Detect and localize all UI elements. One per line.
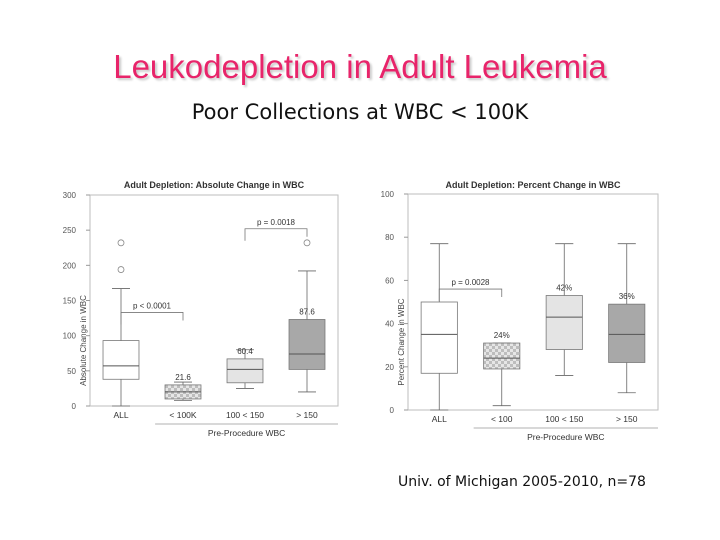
x-tick-label: > 150: [616, 414, 638, 424]
y-tick-label: 250: [63, 226, 77, 235]
x-axis-label: Pre-Procedure WBC: [208, 428, 285, 438]
outlier-point: [303, 239, 311, 247]
y-axis-label: Percent Change in WBC: [397, 298, 406, 385]
outlier-point: [117, 266, 125, 273]
y-tick-label: 20: [385, 363, 394, 372]
x-tick-label: ALL: [432, 414, 447, 424]
value-label: 24%: [494, 331, 510, 340]
box: [483, 342, 521, 370]
y-tick-label: 80: [385, 233, 394, 242]
chart-title: Adult Depletion: Absolute Change in WBC: [124, 180, 305, 190]
plot-frame: [407, 193, 659, 411]
value-label: 36%: [619, 292, 635, 301]
y-tick-label: 0: [72, 402, 77, 411]
value-label: 87.6: [299, 307, 315, 316]
p-value-label: p = 0.0028: [451, 278, 490, 287]
slide-subtitle: Poor Collections at WBC < 100K: [191, 100, 529, 124]
y-axis-label: Absolute Change in WBC: [79, 295, 88, 386]
p-value-label: p < 0.0001: [133, 301, 172, 310]
box: [226, 358, 264, 384]
outlier-point: [117, 239, 125, 247]
x-tick-label: ALL: [113, 410, 128, 420]
box: [608, 303, 646, 363]
box: [288, 319, 326, 370]
x-tick-label: 100 < 150: [226, 410, 264, 420]
significance-bracket: [244, 228, 308, 241]
significance-bracket: [120, 312, 184, 325]
chart-title: Adult Depletion: Percent Change in WBC: [445, 180, 621, 190]
absolute-change-chart: Adult Depletion: Absolute Change in WBC 0…: [63, 180, 339, 438]
significance-bracket: [438, 288, 503, 302]
x-tick-label: < 100K: [169, 410, 197, 420]
box: [420, 301, 458, 374]
y-tick-label: 200: [63, 261, 77, 270]
value-label: 60.4: [237, 347, 253, 356]
x-tick-label: > 150: [296, 410, 318, 420]
slide-title: Leukodepletion in Adult Leukemia: [113, 48, 607, 85]
percent-change-chart: Adult Depletion: Percent Change in WBC 0 2…: [381, 180, 659, 442]
y-tick-label: 40: [385, 320, 394, 329]
p-value-label: p = 0.0018: [257, 218, 296, 227]
y-tick-label: 60: [385, 276, 394, 285]
value-label: 42%: [556, 284, 572, 293]
x-tick-label: < 100: [491, 414, 513, 424]
x-axis-label: Pre-Procedure WBC: [527, 432, 604, 442]
y-tick-label: 50: [67, 367, 76, 376]
x-tick-label: 100 < 150: [545, 414, 583, 424]
y-tick-label: 100: [381, 190, 395, 199]
y-tick-label: 100: [63, 332, 77, 341]
y-tick-label: 150: [63, 297, 77, 306]
box: [102, 340, 140, 380]
box: [545, 295, 583, 350]
y-tick-label: 0: [390, 406, 395, 415]
value-label: 21.6: [175, 373, 191, 382]
y-tick-label: 300: [63, 191, 77, 200]
source-footer: Univ. of Michigan 2005-2010, n=78: [398, 474, 646, 490]
